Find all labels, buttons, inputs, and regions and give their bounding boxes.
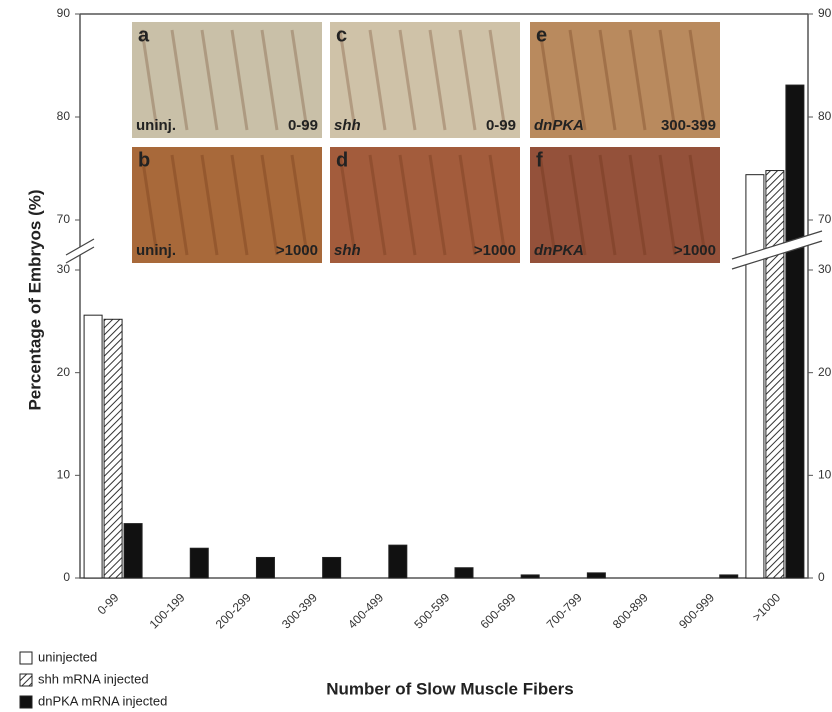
- y-tick-label: 80: [57, 109, 71, 123]
- x-tick-label: 700-799: [544, 590, 585, 631]
- panel-label: dnPKA: [534, 242, 584, 259]
- panel-label: 300-399: [661, 117, 716, 134]
- x-tick-label: 200-299: [213, 590, 254, 631]
- x-tick-label: >1000: [750, 590, 784, 624]
- x-tick-label: 600-699: [478, 590, 519, 631]
- bar: [256, 557, 274, 578]
- y-tick-label: 10: [57, 468, 71, 482]
- bar: [786, 85, 804, 578]
- bar: [389, 545, 407, 578]
- panel-label: 0-99: [486, 117, 516, 134]
- legend-label: dnPKA mRNA injected: [38, 693, 167, 708]
- photo-panel: f dnPKA >1000: [530, 147, 720, 263]
- y-tick-label: 30: [57, 262, 71, 276]
- bar: [521, 575, 539, 578]
- y-tick-label: 20: [57, 365, 71, 379]
- y-tick-label: 80: [818, 109, 832, 123]
- legend-label: shh mRNA injected: [38, 671, 149, 686]
- panel-label: dnPKA: [534, 117, 584, 134]
- bar: [84, 315, 102, 578]
- photo-panel: c shh 0-99: [330, 22, 520, 138]
- bar: [455, 568, 473, 578]
- x-axis-label: Number of Slow Muscle Fibers: [326, 679, 574, 698]
- panel-label: >1000: [474, 242, 516, 259]
- photo-panel: d shh >1000: [330, 147, 520, 263]
- panel-label: >1000: [276, 242, 318, 259]
- panel-label: >1000: [674, 242, 716, 259]
- bar: [766, 171, 784, 578]
- x-tick-label: 500-599: [411, 590, 452, 631]
- panel-letter: f: [536, 149, 543, 171]
- panel-label: uninj.: [136, 242, 176, 259]
- bar: [190, 548, 208, 578]
- x-tick-label: 100-199: [147, 590, 188, 631]
- y-tick-label: 0: [63, 570, 70, 584]
- panel-letter: d: [336, 149, 348, 171]
- bar: [124, 524, 142, 578]
- x-tick-label: 300-399: [279, 590, 320, 631]
- panel-letter: b: [138, 149, 150, 171]
- photo-panel: a uninj. 0-99: [132, 22, 322, 138]
- panel-label: uninj.: [136, 117, 176, 134]
- y-tick-label: 90: [818, 6, 832, 20]
- photo-panel: b uninj. >1000: [132, 147, 322, 263]
- y-axis-label: Percentage of Embryos (%): [25, 189, 44, 410]
- legend-swatch: [20, 674, 32, 686]
- panel-letter: c: [336, 24, 347, 46]
- panel-label: shh: [334, 242, 361, 259]
- panel-letter: e: [536, 24, 547, 46]
- x-tick-label: 0-99: [95, 590, 122, 617]
- chart: Percentage of Embryos (%) Number of Slow…: [0, 0, 832, 712]
- bar: [323, 557, 341, 578]
- bar: [720, 575, 738, 578]
- legend-swatch: [20, 696, 32, 708]
- legend-swatch: [20, 652, 32, 664]
- bar: [587, 573, 605, 578]
- y-tick-label: 30: [818, 262, 832, 276]
- photo-panel: e dnPKA 300-399: [530, 22, 720, 138]
- panel-label: shh: [334, 117, 361, 134]
- x-tick-label: 900-999: [676, 590, 717, 631]
- y-tick-label: 10: [818, 468, 832, 482]
- y-tick-label: 0: [818, 570, 825, 584]
- bar: [746, 175, 764, 578]
- x-tick-label: 400-499: [345, 590, 386, 631]
- y-tick-label: 70: [818, 212, 832, 226]
- y-tick-label: 20: [818, 365, 832, 379]
- panel-label: 0-99: [288, 117, 318, 134]
- legend-label: uninjected: [38, 649, 97, 664]
- bar: [104, 319, 122, 578]
- x-tick-label: 800-899: [610, 590, 651, 631]
- y-tick-label: 70: [57, 212, 71, 226]
- panel-letter: a: [138, 24, 150, 46]
- y-tick-label: 90: [57, 6, 71, 20]
